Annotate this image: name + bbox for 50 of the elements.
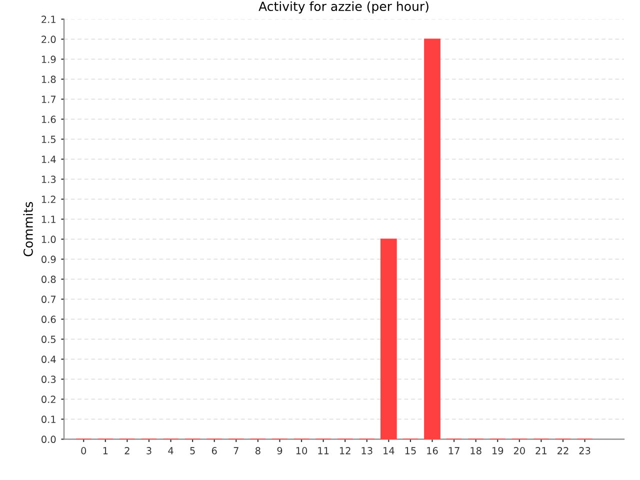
x-tick-label: 12 [340,447,350,454]
x-tick-label: 6 [212,447,217,454]
y-tick-label: 1.9 [42,56,56,64]
bar [424,38,440,440]
x-tick-label: 17 [448,447,460,454]
y-tick-label: 0.4 [42,356,56,364]
y-tick-label: 2.1 [42,16,56,23]
x-tick-label: 15 [405,447,416,454]
y-tick-label: 1.3 [42,176,56,184]
x-tick-label: 11 [318,447,329,454]
chart-title: Activity for azzie (per hour) [258,1,428,14]
x-tick-label: 22 [558,447,568,454]
x-tick-label: 21 [536,447,546,454]
y-tick-label: 0.2 [42,396,56,404]
x-tick-label: 13 [362,447,372,454]
bar [380,238,397,440]
x-tick-label: 14 [384,447,394,454]
y-tick-label: 0.7 [42,296,56,304]
x-tick-label: 23 [579,447,590,454]
y-tick-label: 0.0 [42,436,56,444]
x-tick-label: 9 [277,447,282,454]
x-tick-label: 2 [124,447,130,454]
x-tick-label: 4 [168,447,174,454]
x-tick-label: 7 [234,447,238,454]
y-tick-label: 1.2 [42,196,56,203]
x-tick-label: 3 [146,447,152,454]
y-tick-label: 2.0 [42,36,56,44]
x-tick-label: 0 [81,447,86,454]
y-tick-label: 0.9 [42,256,56,264]
x-tick-label: 1 [103,447,108,454]
x-tick-label: 10 [296,447,308,454]
x-tick-label: 18 [470,447,482,454]
y-tick-label: 0.5 [42,336,56,344]
y-tick-label: 0.6 [42,316,56,324]
x-tick-label: 5 [190,447,195,454]
y-tick-label: 1.6 [42,116,56,124]
y-tick-label: 1.0 [42,236,56,244]
y-tick-label: 0.8 [42,276,56,284]
y-axis-title: Commits [23,202,33,256]
y-tick-label: 1.7 [42,96,56,103]
x-tick-label: 19 [492,447,504,454]
y-tick-label: 1.8 [42,76,56,84]
x-tick-label: 20 [514,447,525,454]
y-tick-label: 0.1 [42,416,56,424]
y-tick-label: 1.1 [42,216,56,223]
x-tick-label: 16 [427,447,438,454]
x-tick-label: 8 [255,447,260,454]
y-tick-label: 0.3 [42,376,56,384]
y-tick-label: 1.5 [42,136,56,144]
y-tick-label: 1.4 [42,156,56,163]
